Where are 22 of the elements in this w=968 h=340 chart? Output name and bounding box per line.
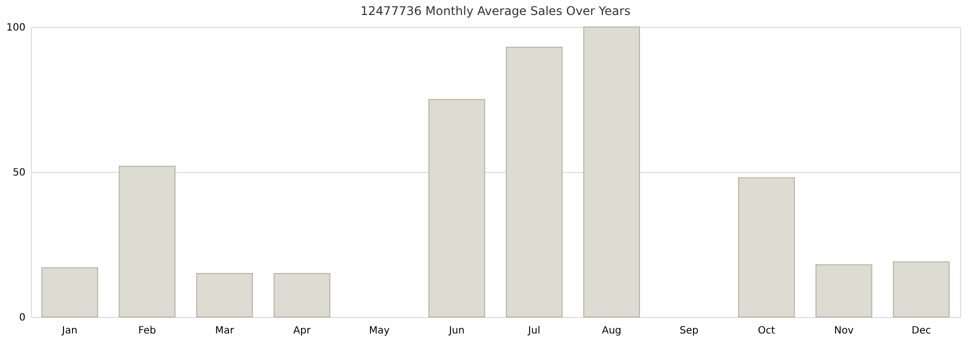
x-tick-label: Feb [138, 326, 156, 336]
y-tick-label: 0 [19, 312, 26, 324]
x-tick-label: Mar [215, 326, 235, 336]
x-tick-label: Oct [758, 326, 776, 336]
x-tick-label: Sep [680, 326, 698, 336]
bar [196, 273, 253, 318]
x-tick-label: Jul [527, 326, 540, 336]
x-tick-label: Jun [448, 326, 465, 336]
x-tick-label: Dec [912, 326, 931, 336]
y-tick-label: 50 [12, 168, 26, 178]
x-tick-label: Nov [834, 326, 854, 336]
x-tick-label: May [369, 326, 390, 336]
x-tick-label: Aug [602, 326, 622, 336]
bar [274, 273, 330, 318]
bar [738, 177, 795, 318]
bar [892, 261, 950, 318]
bar [41, 267, 98, 318]
y-tick-label: 100 [6, 22, 26, 34]
x-tick-label: Apr [293, 326, 312, 336]
bar [816, 264, 872, 318]
chart-title: 12477736 Monthly Average Sales Over Years [360, 4, 630, 18]
x-tick-label: Jan [60, 326, 78, 336]
